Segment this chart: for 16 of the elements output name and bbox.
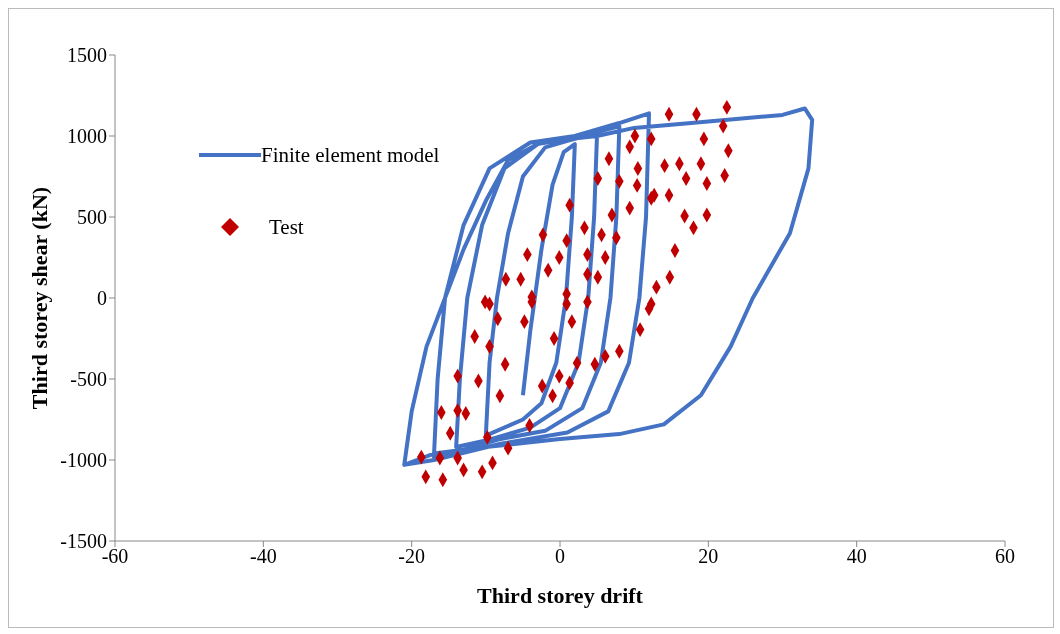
- x-tick-label: 20: [698, 545, 719, 568]
- y-tick-label: -500: [70, 368, 107, 391]
- y-tick-label: 500: [77, 206, 107, 229]
- x-tick-label: 60: [995, 545, 1015, 568]
- x-axis-title: Third storey drift: [477, 583, 644, 608]
- x-tick-label: -20: [398, 545, 425, 568]
- x-tick-label: -40: [250, 545, 277, 568]
- y-tick-label: 0: [97, 287, 107, 310]
- legend-label: Test: [269, 214, 304, 240]
- y-tick-label: -1000: [60, 449, 107, 472]
- y-tick-label: 1000: [67, 125, 107, 148]
- y-tick-label: 1500: [67, 44, 107, 67]
- y-axis-title: Third storey shear (kN): [26, 186, 52, 410]
- x-tick-label: 40: [846, 545, 867, 568]
- legend-label: Finite element model: [261, 142, 440, 168]
- x-tick-label: 0: [555, 545, 565, 568]
